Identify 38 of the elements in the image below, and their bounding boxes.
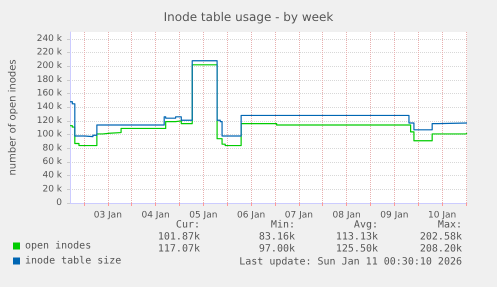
- text: 101.87k: [158, 232, 200, 242]
- x-tick-label: 03 Jan: [94, 210, 122, 220]
- y-axis-title: number of open inodes: [8, 59, 18, 176]
- text: 117.07k: [158, 244, 200, 254]
- x-tick-label: 08 Jan: [332, 210, 361, 220]
- y-tick-label: 220 k: [36, 48, 63, 58]
- y-tick-label: 240 k: [36, 34, 63, 44]
- y-tick-label: 180 k: [36, 74, 63, 85]
- text: Last update: Sun Jan 11 00:30:10 2026: [239, 256, 462, 268]
- x-tick-label: 07 Jan: [284, 210, 313, 220]
- x-tick-label: 04 Jan: [141, 210, 170, 220]
- y-tick-label: 80 k: [42, 143, 63, 154]
- text: 208.20k: [420, 244, 462, 254]
- x-tick-label: 10 Jan: [428, 210, 456, 220]
- chart-title: Inode table usage - by week: [164, 10, 334, 24]
- text: 97.00k: [258, 244, 295, 254]
- y-tick-label: 20 k: [42, 184, 63, 194]
- legend-label: open inodes: [25, 240, 92, 252]
- y-tick-label: 140 k: [36, 102, 63, 112]
- text: 202.58k: [420, 232, 462, 242]
- x-tick-label: 09 Jan: [380, 210, 408, 220]
- x-tick-label: 06 Jan: [236, 210, 266, 220]
- y-tick-label: 0: [56, 198, 62, 208]
- y-tick-label: 120 k: [36, 116, 63, 126]
- x-tick-label: 05 Jan: [189, 210, 218, 220]
- y-tick-label: 60 k: [42, 156, 63, 167]
- text: Avg:: [354, 220, 378, 230]
- legend-label: inode table size: [25, 256, 122, 266]
- text: Cur:: [176, 220, 200, 230]
- text: Min:: [270, 220, 296, 230]
- text: 113.13k: [336, 232, 378, 242]
- y-tick-label: 40 k: [42, 170, 63, 181]
- y-tick-label: 200 k: [36, 61, 63, 72]
- y-tick-label: 160 k: [36, 88, 63, 99]
- text: 83.16k: [258, 232, 295, 242]
- text: 125.50k: [336, 244, 378, 254]
- y-tick-label: 100 k: [36, 130, 63, 140]
- text: Max:: [438, 220, 462, 230]
